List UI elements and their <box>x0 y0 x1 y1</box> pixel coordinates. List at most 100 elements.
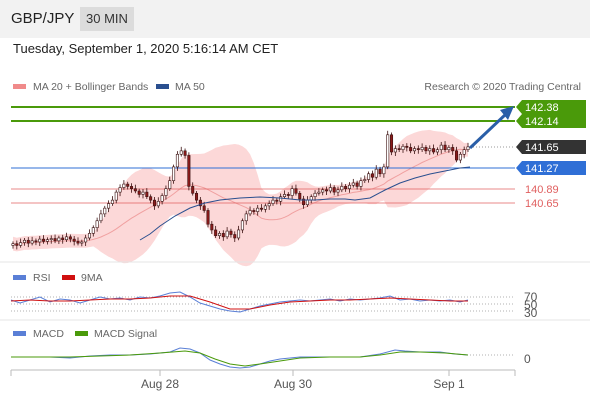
candle <box>267 200 271 210</box>
candle-body <box>252 210 256 212</box>
candle <box>122 180 126 190</box>
candle <box>359 177 363 191</box>
candle-body <box>432 148 436 153</box>
candle-body <box>19 242 23 246</box>
candle-body <box>378 168 382 175</box>
candle <box>260 204 264 212</box>
candle-body <box>363 179 367 181</box>
candle-body <box>447 147 451 151</box>
candle-body <box>118 187 122 193</box>
candle <box>118 184 122 197</box>
level-label-141.65: 141.65 <box>525 142 559 154</box>
macd-tick-0: 0 <box>524 352 531 366</box>
candle <box>428 145 432 155</box>
candle <box>168 176 172 191</box>
candle <box>15 240 19 250</box>
candle-body <box>248 210 252 215</box>
candle-body <box>195 192 199 201</box>
candle-body <box>80 241 84 244</box>
candle-body <box>103 207 107 215</box>
candle-body <box>38 238 42 243</box>
candle <box>84 234 88 246</box>
candle <box>34 238 38 246</box>
candle <box>210 221 214 234</box>
candle <box>11 241 15 249</box>
candle-body <box>344 186 348 189</box>
candle <box>42 235 46 244</box>
candle <box>198 196 202 210</box>
candle-body <box>328 187 332 192</box>
candle-body <box>168 180 172 189</box>
level-label-141.27: 141.27 <box>525 163 559 175</box>
candle <box>390 132 394 156</box>
candle <box>420 143 424 152</box>
candle-body <box>114 191 118 201</box>
candle-body <box>451 147 455 152</box>
candle <box>76 237 80 246</box>
candle-body <box>183 150 187 156</box>
candle-body <box>217 233 221 236</box>
candle <box>237 225 241 241</box>
candle-body <box>443 144 447 151</box>
candle-body <box>61 237 65 240</box>
candle-body <box>122 183 126 188</box>
rsi-tick-50: 50 <box>524 298 538 312</box>
candle-body <box>15 243 19 246</box>
candle <box>252 208 256 215</box>
candle <box>393 145 397 157</box>
credit-text: Research © 2020 Trading Central <box>424 81 581 93</box>
level-label-140.65: 140.65 <box>525 198 559 210</box>
candle-body <box>458 153 462 161</box>
timeframe-button[interactable]: 30 MIN <box>80 7 134 31</box>
candle <box>382 163 386 178</box>
level-label-142.38: 142.38 <box>525 102 559 114</box>
candle-body <box>244 213 248 222</box>
candle <box>347 182 351 193</box>
candle <box>328 183 332 194</box>
candle <box>172 164 176 184</box>
candle-body <box>11 243 15 246</box>
candle-body <box>290 188 294 196</box>
candle <box>225 227 229 240</box>
candle-body <box>332 187 336 193</box>
candle-body <box>462 149 466 155</box>
candle <box>462 146 466 159</box>
candle <box>240 218 244 234</box>
candle-body <box>298 192 302 200</box>
candle-body <box>22 239 26 243</box>
candle <box>152 196 156 210</box>
candle-body <box>263 205 267 210</box>
legend-swatch-rsi-ma <box>62 275 75 280</box>
candle-body <box>149 196 153 201</box>
candle-body <box>401 145 405 151</box>
rsi-line <box>10 291 469 313</box>
candle-body <box>49 238 53 240</box>
candle-body <box>160 195 164 202</box>
x-axis-labels: Aug 28 Aug 30 Sep 1 <box>141 377 465 391</box>
candles <box>11 130 470 250</box>
candle <box>22 237 26 246</box>
candle <box>313 190 317 201</box>
candle <box>217 231 221 239</box>
candle <box>263 203 267 213</box>
candle-body <box>256 207 260 212</box>
candle <box>458 151 462 164</box>
candle <box>145 188 149 199</box>
candle-body <box>325 189 329 192</box>
candle-body <box>351 182 355 186</box>
top-bar: GBP/JPY 30 MIN <box>0 0 590 38</box>
candle <box>91 225 95 237</box>
candle-body <box>455 150 459 161</box>
candle <box>412 146 416 155</box>
candle <box>336 186 340 197</box>
candle-body <box>107 203 111 209</box>
candle <box>149 194 153 204</box>
candle-body <box>45 239 49 242</box>
ma50-line <box>139 166 471 241</box>
candle <box>95 217 99 232</box>
candle <box>325 186 329 195</box>
candle-body <box>260 207 264 210</box>
candle-body <box>374 168 378 178</box>
candle-body <box>206 210 210 225</box>
candle <box>378 166 382 177</box>
